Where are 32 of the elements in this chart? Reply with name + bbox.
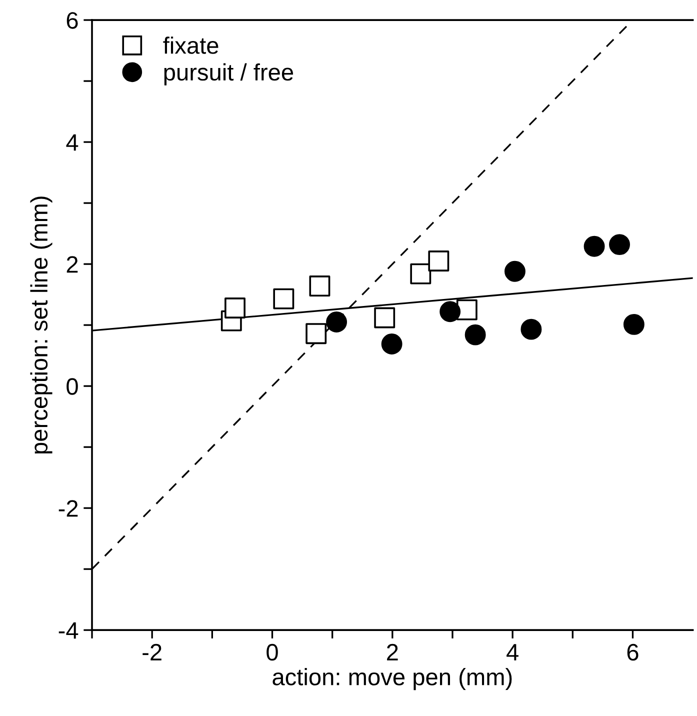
y-tick-label: 4 (66, 134, 78, 151)
point (504, 260, 526, 282)
y-axis-title: perception: set line (mm) (30, 196, 52, 454)
point (306, 323, 327, 344)
point (464, 324, 486, 346)
point (273, 288, 294, 310)
point (326, 312, 348, 332)
point (609, 234, 630, 256)
y-tick-label: -4 (58, 622, 78, 639)
point (374, 307, 396, 328)
legend-label: fixate (163, 36, 218, 54)
y-tick-label: 6 (66, 12, 78, 29)
point (381, 334, 402, 354)
point (309, 276, 330, 296)
y-tick-label: 0 (66, 378, 78, 395)
x-tick-label: 4 (506, 644, 518, 660)
point (456, 299, 478, 320)
point (440, 301, 461, 322)
x-axis-title: action: move pen (mm) (272, 668, 512, 690)
legend-label: pursuit / free (164, 63, 294, 86)
point (623, 314, 644, 335)
x-tick-label: 0 (266, 644, 278, 661)
point (584, 236, 605, 257)
y-tick-label: 2 (66, 256, 78, 273)
point (520, 318, 542, 340)
x-tick-label: 6 (627, 644, 638, 661)
point (224, 298, 246, 318)
y-tick-label: -2 (58, 500, 78, 517)
x-tick-label: -2 (142, 644, 162, 660)
point (428, 250, 450, 272)
x-tick-label: 2 (387, 644, 398, 660)
point (410, 263, 432, 284)
